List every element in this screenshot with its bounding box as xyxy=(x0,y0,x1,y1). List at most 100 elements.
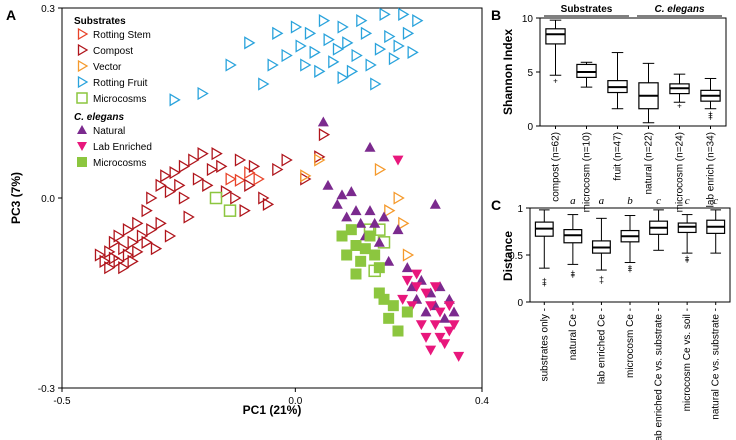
shannon-box xyxy=(576,63,597,79)
data-point-rotting-fruit xyxy=(384,29,396,44)
data-point-compost xyxy=(141,235,153,249)
data-point-microcosms-ce xyxy=(392,325,404,337)
shannon-outlier: + xyxy=(677,101,682,110)
data-point-compost xyxy=(127,254,139,268)
shannon-outlier: + xyxy=(553,77,558,86)
data-point-microcosms-ce xyxy=(369,249,381,261)
legend-label-microcosms-ce: Microcosms xyxy=(93,158,146,169)
pca-y-tick-label: 0.3 xyxy=(41,4,55,15)
data-point-compost xyxy=(234,153,247,167)
data-point-lab-enriched xyxy=(415,320,427,331)
data-point-rotting-fruit xyxy=(281,48,293,63)
shannon-y-tick-label: 5 xyxy=(527,68,533,79)
pca-scatter-plot: -0.5 0.0 0.40.30.0-0.3 PC1 (21%) PC3 (7%) … xyxy=(9,4,489,417)
data-point-rotting-fruit xyxy=(365,58,377,72)
shannon-plot-frame xyxy=(539,17,727,127)
data-point-natural xyxy=(331,198,343,209)
pca-x-tick-label: 0.4 xyxy=(475,396,489,407)
shannon-y-tick-label: 0 xyxy=(527,122,533,133)
data-point-compost xyxy=(318,128,331,142)
legend-marker-microcosms-sub xyxy=(76,92,88,104)
legend-label-vector: Vector xyxy=(93,62,122,73)
data-point-microcosms-ce xyxy=(373,287,385,299)
distance-x-tick-label: substrates only - xyxy=(539,308,550,381)
shannon-x-tick-label: fruit (n=47) xyxy=(613,132,624,181)
data-point-rotting-fruit xyxy=(244,36,256,50)
data-point-rotting-fruit xyxy=(328,55,340,69)
data-point-vector xyxy=(314,153,326,167)
data-point-compost xyxy=(150,242,163,256)
distance-outlier: + xyxy=(542,280,547,289)
data-point-microcosms-ce xyxy=(350,268,362,280)
data-point-natural xyxy=(411,293,423,304)
data-point-rotting-fruit xyxy=(323,33,335,47)
data-point-rotting-stem xyxy=(253,172,265,186)
data-point-rotting-fruit xyxy=(370,77,382,91)
legend-marker-rotting-fruit xyxy=(77,75,89,89)
legend-marker-rotting-stem xyxy=(77,27,89,41)
data-point-lab-enriched xyxy=(429,320,441,331)
data-point-natural xyxy=(373,236,385,247)
data-point-rotting-fruit xyxy=(309,45,321,59)
data-point-rotting-fruit xyxy=(407,45,419,59)
distance-y-tick-label: 0.5 xyxy=(509,251,523,262)
legend-marker-lab-enriched xyxy=(77,142,87,151)
distance-outlier: + xyxy=(542,275,547,284)
distance-y-axis-label: Distance xyxy=(501,231,515,281)
data-point-compost xyxy=(202,178,214,192)
shannon-x-tick-label: lab enrich (n=34) xyxy=(706,132,717,207)
data-point-rotting-fruit xyxy=(393,39,405,53)
data-point-rotting-fruit xyxy=(342,36,354,50)
data-point-compost xyxy=(155,216,167,230)
data-point-natural xyxy=(369,217,381,228)
data-point-microcosms-ce xyxy=(350,240,362,251)
data-point-microcosms-ce xyxy=(387,300,399,312)
data-point-compost xyxy=(239,204,251,218)
data-point-lab-enriched xyxy=(401,275,413,286)
pca-x-tick-label: 0.0 xyxy=(288,396,302,407)
data-point-microcosms-ce xyxy=(364,230,376,242)
panel-label-c: C xyxy=(491,197,501,213)
data-point-rotting-fruit xyxy=(314,64,326,78)
data-point-rotting-fruit xyxy=(225,58,237,72)
data-point-lab-enriched xyxy=(420,288,432,299)
data-point-compost xyxy=(220,185,233,199)
data-point-rotting-fruit xyxy=(258,77,270,91)
data-point-rotting-fruit xyxy=(197,86,209,101)
distance-outlier: + xyxy=(542,278,547,287)
pca-legend: Substrates C. elegans Rotting Stem Compos… xyxy=(74,16,152,169)
data-point-natural xyxy=(420,306,432,317)
data-point-compost xyxy=(146,191,158,205)
data-point-natural xyxy=(443,293,455,304)
data-point-natural xyxy=(415,274,427,285)
significance-letter: c xyxy=(656,195,661,207)
significance-letter: b xyxy=(627,195,633,207)
data-point-lab-enriched xyxy=(411,282,423,293)
data-point-compost xyxy=(183,210,195,224)
data-point-rotting-stem xyxy=(225,172,237,186)
distance-x-tick-label: natural Ce vs. substrate - xyxy=(711,308,722,420)
data-point-compost xyxy=(244,178,256,192)
data-point-compost xyxy=(132,245,144,259)
shannon-outlier: + xyxy=(708,109,713,118)
data-point-compost xyxy=(164,229,177,243)
data-point-lab-enriched xyxy=(434,332,446,343)
data-point-microcosms-ce xyxy=(345,224,357,236)
data-point-natural xyxy=(378,211,390,222)
legend-marker-compost xyxy=(77,43,89,57)
significance-letter: c xyxy=(713,195,718,207)
data-point-lab-enriched xyxy=(429,282,441,293)
data-point-natural xyxy=(350,205,362,216)
distance-outlier: + xyxy=(628,264,633,273)
pca-y-tick-label: -0.3 xyxy=(38,384,56,395)
data-point-compost xyxy=(197,147,209,161)
data-point-lab-enriched xyxy=(420,332,432,343)
data-point-rotting-fruit xyxy=(388,52,401,66)
data-point-vector xyxy=(374,162,387,177)
shannon-y-tick-label: 10 xyxy=(522,14,534,25)
data-point-lab-enriched xyxy=(448,320,460,331)
data-point-rotting-fruit xyxy=(267,58,279,72)
pca-plot-frame xyxy=(61,7,483,389)
